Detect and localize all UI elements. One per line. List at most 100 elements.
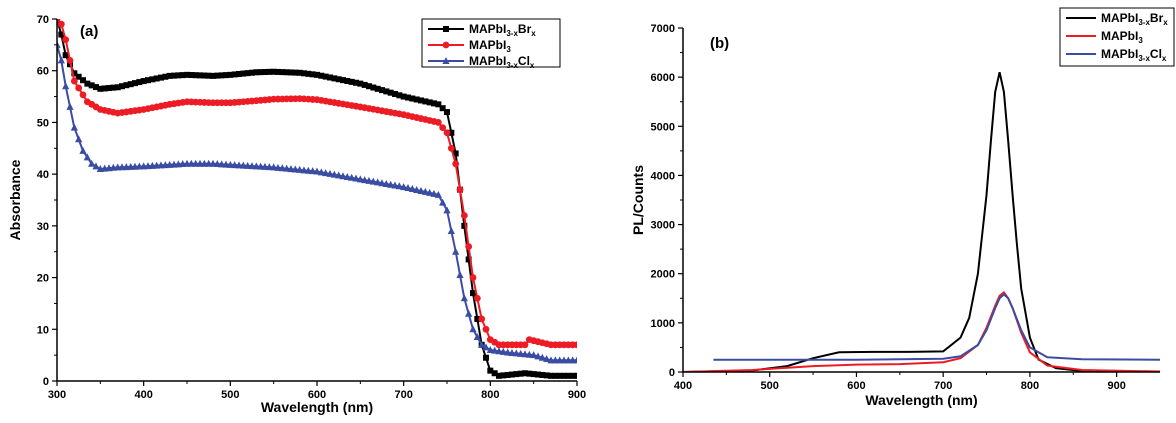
series-2-point: [486, 345, 494, 353]
series-0-point: [522, 370, 528, 377]
series-0-point: [123, 82, 130, 89]
series-0-point: [543, 372, 550, 379]
series-0-point: [461, 222, 468, 229]
series-0-point: [548, 372, 554, 379]
legend-label-main: MAPbI: [469, 38, 506, 52]
series-2-point: [300, 166, 308, 174]
series-0-point: [114, 84, 121, 91]
series-0-point: [439, 105, 446, 112]
series-2-point: [378, 179, 386, 187]
series-0-point: [569, 372, 576, 379]
series-2-point: [274, 163, 282, 171]
chart-panel-b: 400 500 600 700 800 900 0 1000 2000 3000 4000 5000 6…: [630, 7, 1175, 408]
series-2-point: [283, 164, 291, 172]
legend-label-main: MAPbI: [1101, 47, 1138, 61]
series-2-point: [395, 182, 403, 190]
series-0-point: [214, 72, 221, 79]
series-0-point: [474, 315, 481, 322]
series-0-point: [504, 371, 511, 378]
series-1-point: [478, 315, 486, 323]
series-2-point: [361, 176, 369, 184]
series-2-point: [482, 343, 490, 351]
x-tick-label: 400: [134, 389, 152, 401]
series-2-point: [287, 165, 295, 173]
series-1-point: [447, 144, 455, 152]
series-2-point: [508, 348, 516, 356]
series-2-point: [326, 169, 334, 177]
series-2-point: [278, 164, 286, 172]
series-0-point: [279, 69, 286, 76]
series-2-point: [343, 172, 351, 180]
series-2-point: [317, 168, 325, 176]
legend-label-sub: 3: [506, 45, 511, 54]
y-tick-label: 10: [37, 324, 49, 336]
series-2-point: [352, 174, 360, 182]
x-tick-label: 500: [221, 389, 239, 401]
series-2-point: [309, 167, 317, 175]
legend-label-main: MAPbI: [1101, 11, 1138, 25]
series-1-point: [473, 294, 481, 302]
series-0-point: [483, 354, 489, 361]
series-0-point: [565, 372, 572, 379]
series-0-point: [58, 31, 65, 38]
series-0-point: [132, 80, 138, 87]
series-0-point: [158, 74, 164, 81]
y-tick-label: 20: [37, 273, 49, 285]
series-0-point: [379, 87, 385, 94]
panel-label: (b): [710, 35, 729, 52]
series-0-point: [409, 95, 416, 102]
series-2-point: [92, 162, 100, 170]
series-2-point: [465, 309, 473, 317]
series-0-point: [262, 69, 268, 76]
legend-label-main: MAPbI: [1101, 29, 1138, 43]
series-0-point: [192, 72, 199, 79]
series-0-point: [301, 70, 307, 77]
series-0-point: [106, 85, 112, 92]
series-0-point: [396, 92, 403, 99]
legend-label-element: Cl: [518, 54, 530, 68]
series-0-point: [366, 83, 372, 90]
x-axis-title: Wavelength (nm): [261, 399, 373, 415]
y-tick-label: 0: [43, 376, 49, 388]
series-1-point: [57, 20, 65, 28]
series-0-point: [93, 84, 99, 91]
series-0-point: [500, 372, 507, 379]
legend-label-element: Br: [518, 22, 532, 36]
series-0-point: [88, 82, 95, 89]
series-0-point: [422, 98, 429, 105]
series-0-point: [444, 109, 450, 116]
series-2-point: [387, 180, 395, 188]
series-0-point: [465, 256, 472, 263]
series-0-point: [236, 70, 242, 77]
series-0-point: [218, 72, 225, 79]
series-line-0: [683, 71, 1160, 372]
series-0-point: [309, 71, 316, 78]
series-2-point: [83, 153, 91, 161]
series-group: [57, 19, 577, 379]
series-0-point: [84, 80, 91, 87]
series-0-point: [149, 76, 156, 83]
series-0-point: [318, 72, 325, 79]
series-2-point: [517, 349, 525, 357]
legend-label: MAPbI3-xBrx: [1101, 11, 1168, 27]
series-0-point: [435, 101, 442, 108]
x-tick-label: 800: [481, 389, 499, 401]
x-tick-label: 900: [1107, 380, 1125, 392]
series-0-point: [370, 84, 377, 91]
series-0-point: [110, 84, 117, 91]
series-line-2: [57, 44, 577, 362]
series-1-point: [443, 129, 451, 137]
series-0-point: [561, 372, 567, 379]
y-tick-label: 0: [669, 367, 675, 379]
series-0-point: [227, 71, 234, 78]
series-0-point: [119, 83, 125, 90]
y-tick-label: 5000: [651, 121, 675, 133]
series-1-point: [469, 274, 477, 281]
series-0-point: [513, 371, 520, 378]
legend-label: MAPbI3: [1101, 29, 1143, 45]
series-0-point: [470, 290, 476, 297]
series-2-point: [499, 347, 507, 355]
series-0-point: [266, 68, 273, 75]
series-1-point: [439, 124, 447, 131]
